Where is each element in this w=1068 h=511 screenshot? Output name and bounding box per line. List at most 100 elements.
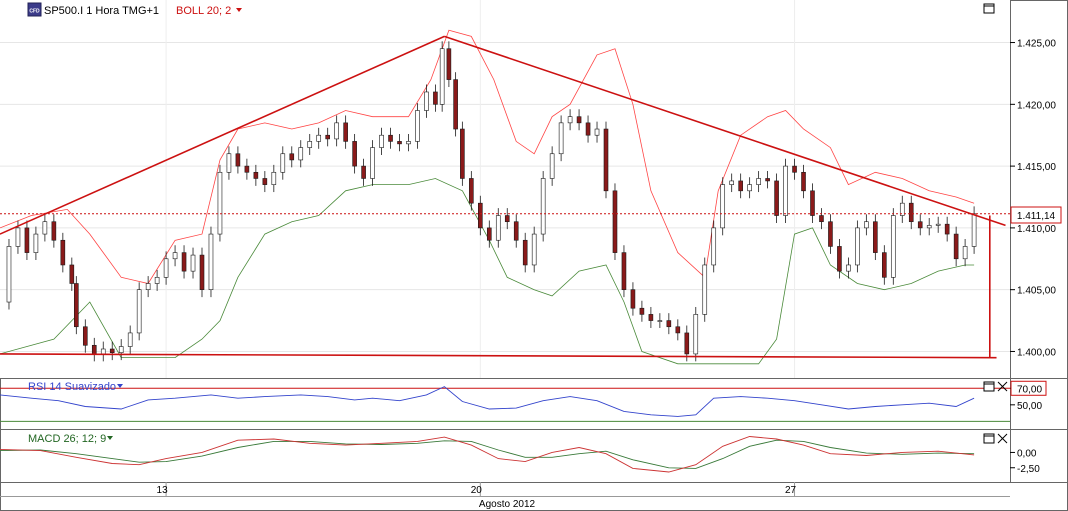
instrument-logo xyxy=(27,2,42,17)
indicator-dropdown-icon[interactable] xyxy=(236,8,242,12)
candle-down xyxy=(666,320,672,328)
candle-down xyxy=(801,171,806,192)
macd-tick-label: 0,00 xyxy=(1017,448,1037,459)
candle-up xyxy=(540,178,546,235)
rsi-tick-label: 70,00 xyxy=(1017,384,1042,395)
candle-up xyxy=(711,227,717,266)
candle-up xyxy=(495,215,501,241)
candle-down xyxy=(388,134,393,142)
candle-up xyxy=(971,213,977,247)
candle-up xyxy=(127,332,133,347)
candle-down xyxy=(460,128,465,179)
maximize-rsi-panel-icon[interactable] xyxy=(983,381,995,392)
macd-tick-label: -2,50 xyxy=(1017,464,1040,475)
candle-down xyxy=(24,227,30,253)
close-macd-panel-icon[interactable] xyxy=(997,433,1008,444)
candle-down xyxy=(675,326,681,334)
candle-up xyxy=(567,116,573,124)
candle-up xyxy=(370,147,375,179)
candle-down xyxy=(352,141,357,167)
rsi-reference-badge xyxy=(1010,380,1047,396)
macd-label[interactable]: MACD 26; 12; 9 xyxy=(28,433,106,445)
bollinger-bands xyxy=(0,29,975,365)
macd-signal-line xyxy=(0,439,975,469)
candle-up xyxy=(549,153,555,179)
candle-up xyxy=(594,128,600,136)
date-tick-label: 13 xyxy=(157,485,169,496)
candle-down xyxy=(648,314,654,321)
candle-down xyxy=(74,283,79,328)
candle-down xyxy=(469,178,474,204)
price-panel xyxy=(0,0,1010,378)
price-tick-label: 1.410,00 xyxy=(1017,224,1056,235)
candle-up xyxy=(334,122,339,140)
candle-up xyxy=(226,153,232,173)
trendline xyxy=(0,35,445,235)
candle-up xyxy=(702,264,708,315)
candle-up xyxy=(864,221,869,229)
macd-series-line xyxy=(0,436,975,473)
bollinger-upper-line xyxy=(0,29,975,284)
candle-down xyxy=(244,165,250,173)
candle-down xyxy=(621,252,627,290)
candle-down xyxy=(82,326,88,346)
macd-dropdown-icon[interactable] xyxy=(107,436,113,440)
candle-down xyxy=(397,141,402,145)
candle-down xyxy=(639,307,645,315)
candle-down xyxy=(908,202,914,223)
candle-up xyxy=(783,165,788,216)
candle-up xyxy=(855,227,860,266)
symbol-label[interactable]: SP500.I 1 Hora TMG+1 xyxy=(44,5,159,17)
rsi-axis: 50,00 70,00 xyxy=(1010,380,1047,412)
close-rsi-panel-icon[interactable] xyxy=(997,381,1008,392)
candle-up xyxy=(118,346,124,353)
price-axis: 1.400,00 1.405,00 1.410,00 1.415,00 1.420,00… xyxy=(1010,39,1056,358)
candle-up xyxy=(890,215,896,278)
candle-down xyxy=(837,246,842,272)
rsi-grid xyxy=(0,387,1010,422)
maximize-macd-panel-icon[interactable] xyxy=(983,433,995,444)
candle-up xyxy=(172,252,178,260)
candle-down xyxy=(69,264,75,284)
candle-down xyxy=(522,239,528,266)
date-axis: 13 20 27 xyxy=(157,482,797,496)
candle-down xyxy=(917,221,923,229)
price-tick-label: 1.400,00 xyxy=(1017,347,1056,358)
last-price-label: 1.411,14 xyxy=(1017,211,1056,222)
candle-down xyxy=(944,223,950,235)
candle-up xyxy=(271,171,277,185)
candle-up xyxy=(33,233,39,253)
candle-up xyxy=(747,184,752,192)
candle-down xyxy=(478,202,483,229)
candle-down xyxy=(828,221,833,247)
rsi-label[interactable]: RSI 14 Suavizado xyxy=(28,381,116,393)
candle-up xyxy=(208,233,214,290)
candle-down xyxy=(60,239,66,266)
macd-panel: MACD 26; 12; 9 0,00 -2,50 xyxy=(0,433,1040,475)
candle-down xyxy=(486,227,492,241)
candle-down xyxy=(181,252,187,272)
candle-down xyxy=(325,134,330,140)
candle-down xyxy=(603,128,609,192)
candle-down xyxy=(504,215,510,223)
price-candles xyxy=(6,41,977,362)
price-grid xyxy=(0,0,1010,378)
rsi-panel: RSI 14 Suavizado 50,00 70,00 xyxy=(0,380,1047,422)
candle-down xyxy=(262,178,268,185)
bollinger-lower-line xyxy=(0,178,975,365)
candle-up xyxy=(926,225,932,229)
rsi-tick-label: 50,00 xyxy=(1017,401,1042,412)
instrument-logo-text: CFD xyxy=(29,9,40,15)
candle-up xyxy=(280,153,286,173)
candle-down xyxy=(253,171,259,179)
indicator-label[interactable]: BOLL 20; 2 xyxy=(176,5,231,17)
maximize-price-panel-icon[interactable] xyxy=(983,3,995,14)
candle-down xyxy=(792,165,797,173)
candle-up xyxy=(415,110,420,142)
rsi-series-line xyxy=(0,386,975,417)
candle-down xyxy=(343,122,348,142)
candle-up xyxy=(558,122,564,155)
rsi-dropdown-icon[interactable] xyxy=(117,384,123,388)
candle-up xyxy=(307,141,313,148)
